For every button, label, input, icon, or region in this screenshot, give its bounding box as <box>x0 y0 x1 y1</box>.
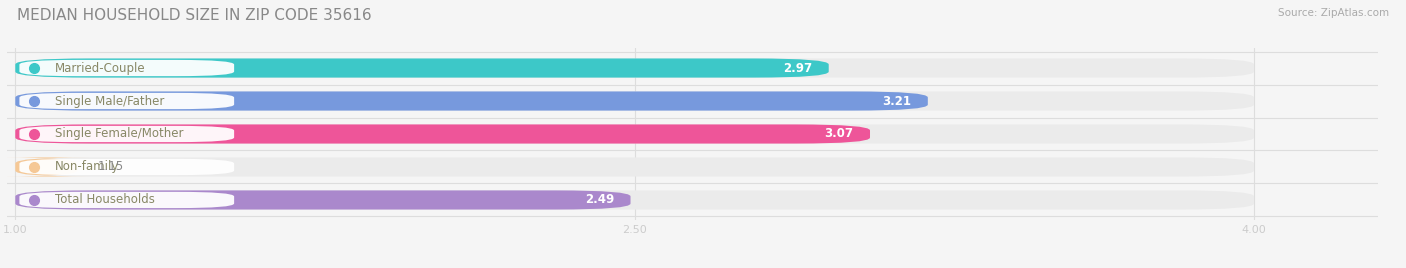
Text: Single Male/Father: Single Male/Father <box>55 95 165 107</box>
Text: 1.15: 1.15 <box>98 161 124 173</box>
FancyBboxPatch shape <box>15 190 630 210</box>
Text: 3.07: 3.07 <box>824 128 853 140</box>
Text: 2.97: 2.97 <box>783 62 813 75</box>
Text: Single Female/Mother: Single Female/Mother <box>55 128 183 140</box>
FancyBboxPatch shape <box>15 124 1254 144</box>
FancyBboxPatch shape <box>3 157 90 177</box>
Text: Married-Couple: Married-Couple <box>55 62 145 75</box>
Text: Total Households: Total Households <box>55 193 155 206</box>
Text: Source: ZipAtlas.com: Source: ZipAtlas.com <box>1278 8 1389 18</box>
FancyBboxPatch shape <box>15 91 1254 111</box>
FancyBboxPatch shape <box>20 159 235 175</box>
Text: 3.21: 3.21 <box>883 95 911 107</box>
FancyBboxPatch shape <box>15 157 1254 177</box>
FancyBboxPatch shape <box>20 60 235 76</box>
Text: 2.49: 2.49 <box>585 193 614 206</box>
FancyBboxPatch shape <box>20 192 235 208</box>
FancyBboxPatch shape <box>20 126 235 142</box>
FancyBboxPatch shape <box>20 93 235 109</box>
Text: Non-family: Non-family <box>55 161 120 173</box>
FancyBboxPatch shape <box>15 91 928 111</box>
FancyBboxPatch shape <box>15 190 1254 210</box>
FancyBboxPatch shape <box>15 58 1254 78</box>
FancyBboxPatch shape <box>15 124 870 144</box>
FancyBboxPatch shape <box>15 58 828 78</box>
Text: MEDIAN HOUSEHOLD SIZE IN ZIP CODE 35616: MEDIAN HOUSEHOLD SIZE IN ZIP CODE 35616 <box>17 8 371 23</box>
